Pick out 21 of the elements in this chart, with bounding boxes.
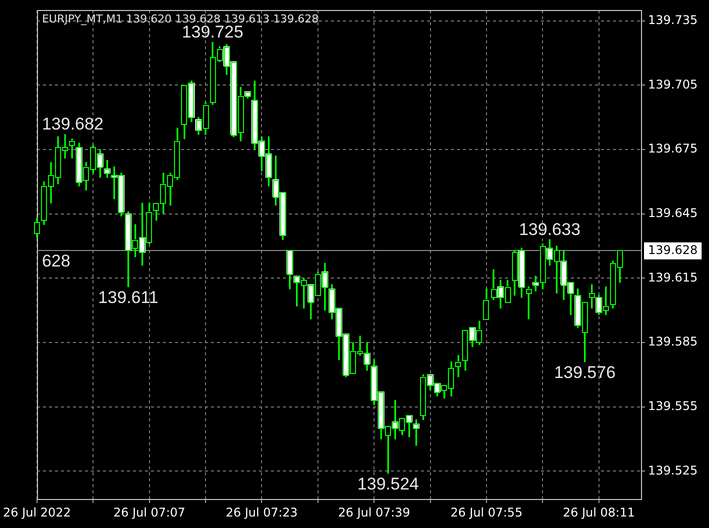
x-tick-label: 26 Jul 07:39 xyxy=(338,505,410,520)
y-tick-label: 139.555 xyxy=(648,398,698,413)
y-tick-label: 139.645 xyxy=(648,206,698,220)
y-tick-label: 139.705 xyxy=(648,77,698,92)
y-tick-label: 139.525 xyxy=(648,463,698,478)
annotation: 139.576 xyxy=(554,362,616,382)
y-tick-label: 139.735 xyxy=(648,13,698,28)
x-tick-label: 26 Jul 07:55 xyxy=(450,505,522,520)
annotation: 139.524 xyxy=(357,474,419,494)
y-tick-label: 139.615 xyxy=(648,270,698,284)
ref-line-label: 139.628 xyxy=(648,242,698,257)
annotation: 139.682 xyxy=(42,114,104,134)
x-tick-label: 26 Jul 07:07 xyxy=(113,505,186,520)
x-tick-label: 26 Jul 2022 xyxy=(2,505,71,520)
y-tick-label: 139.585 xyxy=(648,334,698,349)
y-tick-label: 139.675 xyxy=(648,142,698,156)
annotation: 139.611 xyxy=(98,288,158,307)
annotation: 139.633 xyxy=(518,220,580,239)
x-tick-label: 26 Jul 08:11 xyxy=(562,505,635,520)
x-tick-label: 26 Jul 07:23 xyxy=(226,505,298,520)
annotation: 628 xyxy=(42,252,70,270)
